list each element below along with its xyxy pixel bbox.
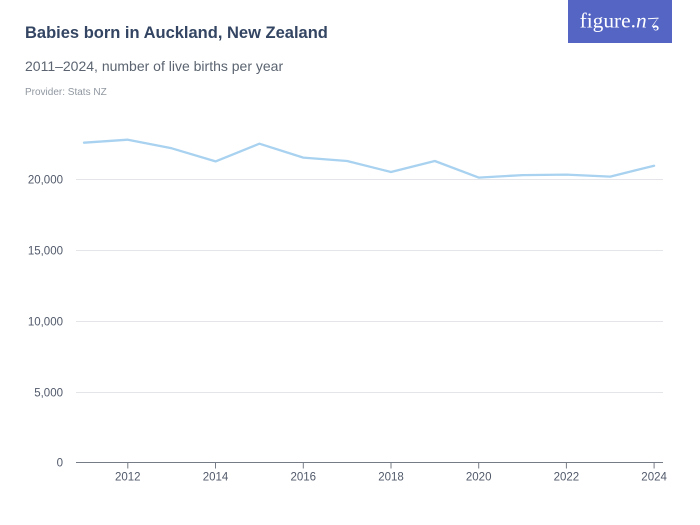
svg-text:0: 0 [57,458,63,470]
svg-text:20,000: 20,000 [28,175,63,187]
svg-text:2024: 2024 [641,472,667,484]
svg-text:2022: 2022 [554,472,580,484]
svg-text:5,000: 5,000 [34,388,63,400]
svg-text:2016: 2016 [291,472,317,484]
svg-text:2018: 2018 [378,472,404,484]
svg-text:10,000: 10,000 [28,317,63,329]
svg-text:2020: 2020 [466,472,492,484]
svg-text:2014: 2014 [203,472,229,484]
svg-text:2012: 2012 [115,472,141,484]
svg-text:15,000: 15,000 [28,246,63,258]
